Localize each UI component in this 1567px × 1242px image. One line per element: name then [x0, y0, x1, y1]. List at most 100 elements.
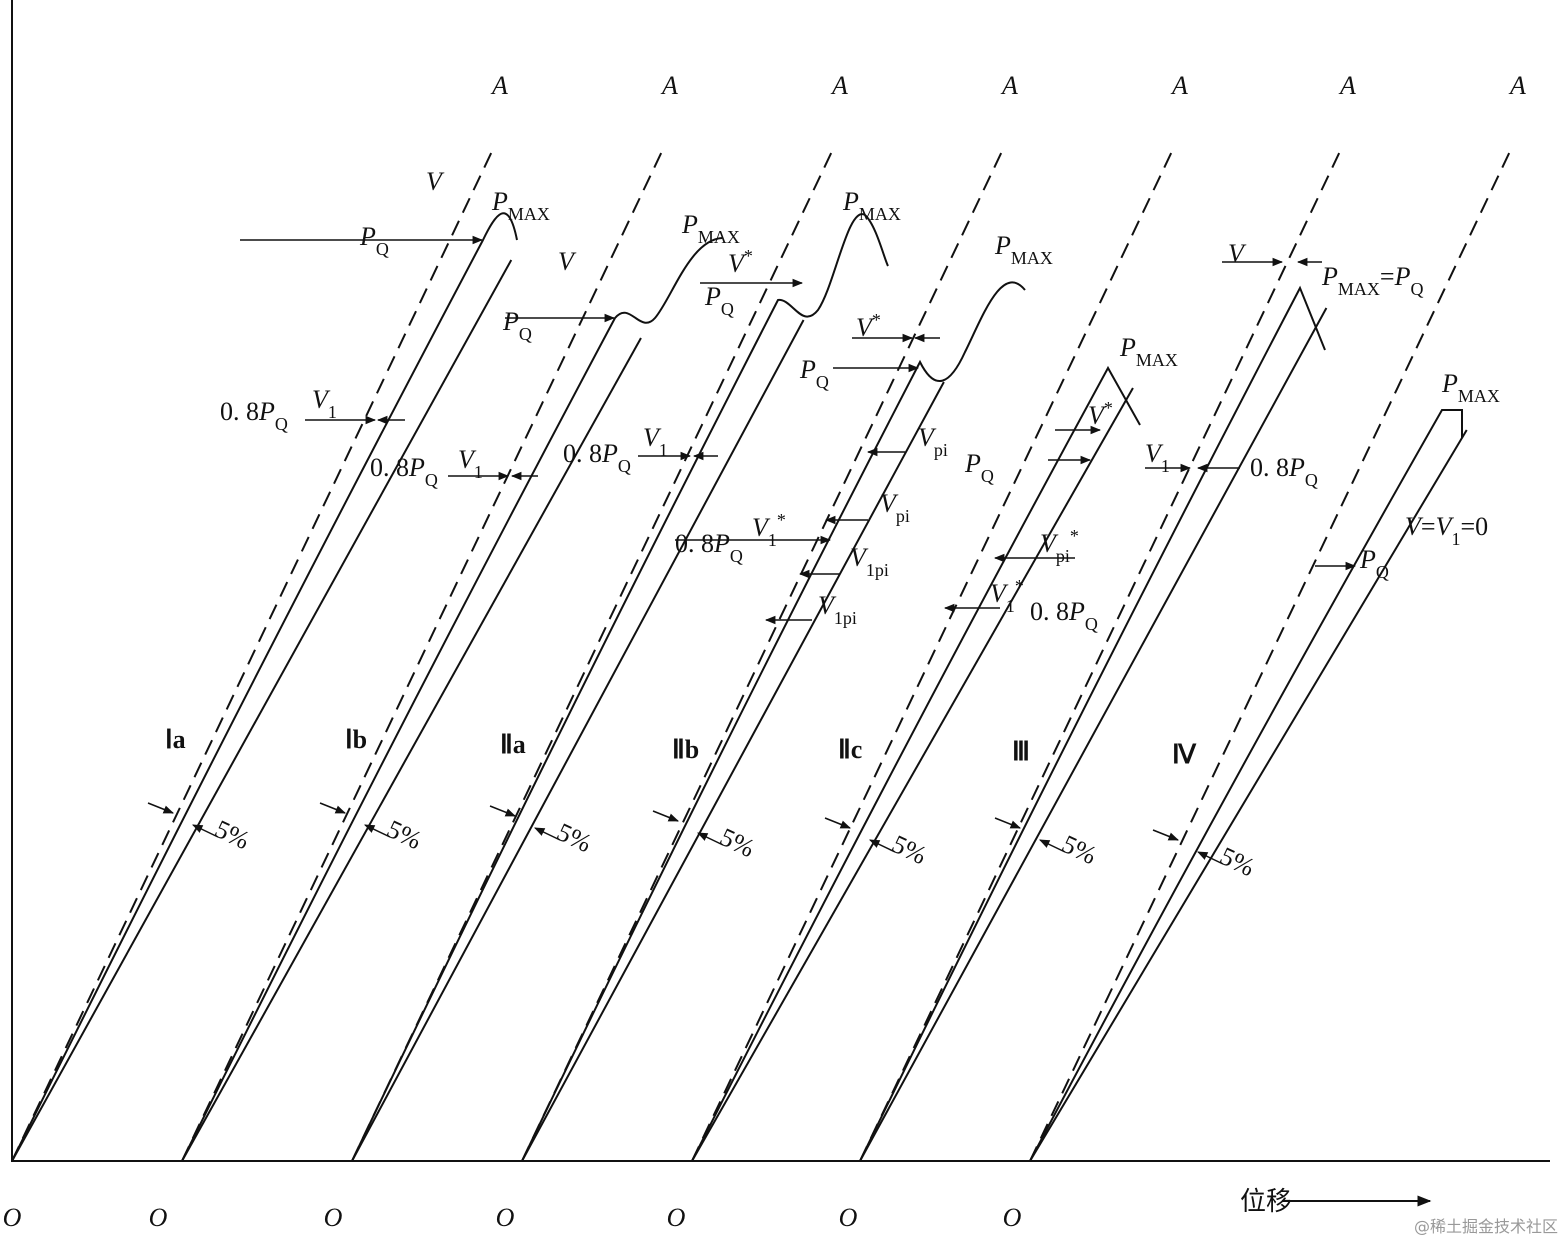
type-label: Ⅲ [1012, 737, 1030, 766]
annotation-part: P [1068, 597, 1085, 626]
offset-label: 5% [382, 814, 426, 855]
offset-arrow [869, 839, 896, 853]
annotation: V1* [752, 510, 786, 550]
origin-label: O [324, 1203, 343, 1232]
end-label: A [1000, 71, 1018, 100]
annotation-part: P [1119, 333, 1136, 362]
annotation-part: pi [896, 506, 910, 526]
annotation-part: * [872, 310, 881, 330]
offset-arrow [1152, 829, 1179, 841]
end-label: A [830, 71, 848, 100]
annotation-part: V [918, 423, 937, 452]
annotation-part: 1 [328, 402, 337, 422]
annotation-part: MAX [1458, 386, 1500, 406]
offset-arrow [319, 802, 346, 814]
annotation: PMAX [681, 210, 740, 247]
annotation-part: 0. 8 [1030, 597, 1069, 626]
annotation-part: MAX [1338, 279, 1380, 299]
annotation: V* [856, 310, 881, 342]
offset-arrow [1197, 851, 1224, 865]
secant-line [691, 387, 1134, 1162]
offset-arrow [489, 805, 516, 817]
offset-label: 5% [1057, 829, 1101, 870]
offset-arrow [534, 827, 561, 841]
load-curve [859, 285, 1326, 1162]
annotation: PQ [1359, 545, 1389, 582]
annotation-part: 0. 8 [563, 439, 602, 468]
annotation-part: 1 [474, 462, 483, 482]
end-label: A [1508, 71, 1526, 100]
load-curve [1029, 409, 1463, 1162]
annotation: V1* [990, 576, 1024, 616]
annotation-part: Q [425, 470, 438, 490]
annotation: 0. 8PQ [675, 529, 743, 566]
annotation-part: P [408, 453, 425, 482]
offset-arrow [1039, 839, 1066, 853]
offset-arrow [652, 810, 679, 822]
annotation-part: V [1040, 529, 1059, 558]
annotation-part: P [491, 187, 508, 216]
annotation-part: V [1088, 401, 1107, 430]
annotation-part: * [1070, 526, 1079, 546]
load-curve [521, 281, 1026, 1162]
annotation-part: V [312, 385, 331, 414]
elastic-line [691, 144, 1176, 1162]
annotation-part: P [1288, 453, 1305, 482]
annotation: PMAX=PQ [1321, 262, 1423, 299]
annotation: V1 [458, 445, 483, 482]
annotation: Vpi [880, 489, 910, 526]
origin-label: O [496, 1203, 515, 1232]
annotation: 0. 8PQ [1030, 597, 1098, 634]
offset-label: 5% [887, 829, 931, 870]
annotation-part: 1pi [834, 608, 857, 628]
annotation: V=V1=0 [1405, 512, 1488, 549]
annotation: V1 [1145, 439, 1170, 476]
annotation: V1pi [850, 543, 889, 580]
annotation-part: Q [721, 299, 734, 319]
annotation-part: 0. 8 [1250, 453, 1289, 482]
annotation-part: MAX [1136, 350, 1178, 370]
annotation-part: * [1104, 398, 1113, 418]
annotation: Vpi [918, 423, 948, 460]
elastic-line [181, 144, 666, 1162]
annotation-part: MAX [508, 204, 550, 224]
origin-label: O [667, 1203, 686, 1232]
annotation-part: 0. 8 [220, 397, 259, 426]
annotation-part: * [1015, 576, 1024, 596]
end-label: A [1338, 71, 1356, 100]
annotation: PMAX [1119, 333, 1178, 370]
annotation-part: V [1228, 239, 1247, 268]
origin-label: O [149, 1203, 168, 1232]
annotation: V1 [312, 385, 337, 422]
secant-line [1029, 429, 1468, 1162]
annotation: PMAX [491, 187, 550, 224]
elastic-line [1029, 144, 1514, 1162]
annotation-part: = [1421, 512, 1436, 541]
annotation: V* [1088, 398, 1113, 430]
annotation-part: 1pi [866, 560, 889, 580]
annotation: PQ [799, 355, 829, 392]
annotation: PQ [964, 449, 994, 486]
annotation-part: 0. 8 [675, 529, 714, 558]
annotation: V* [728, 246, 753, 278]
offset-arrow [147, 802, 174, 814]
secant-line [181, 337, 642, 1162]
offset-arrow [697, 832, 724, 846]
offset-label: 5% [715, 822, 759, 863]
annotation: 0. 8PQ [563, 439, 631, 476]
secant-line [859, 307, 1328, 1162]
annotation-part: * [744, 246, 753, 266]
annotation-part: 0. 8 [370, 453, 409, 482]
offset-arrow [994, 817, 1021, 829]
annotation-part: P [704, 282, 721, 311]
annotation-part: * [777, 510, 786, 530]
offset-label: 5% [552, 817, 596, 858]
type-label: Ⅰa [165, 725, 186, 754]
elastic-line [859, 144, 1344, 1162]
annotation-part: 1 [1451, 529, 1460, 549]
annotation-part: P [681, 210, 698, 239]
annotation-part: pi [1056, 546, 1070, 566]
offset-label: 5% [1215, 841, 1259, 882]
annotation-part: pi [934, 440, 948, 460]
annotation: V [558, 247, 577, 276]
